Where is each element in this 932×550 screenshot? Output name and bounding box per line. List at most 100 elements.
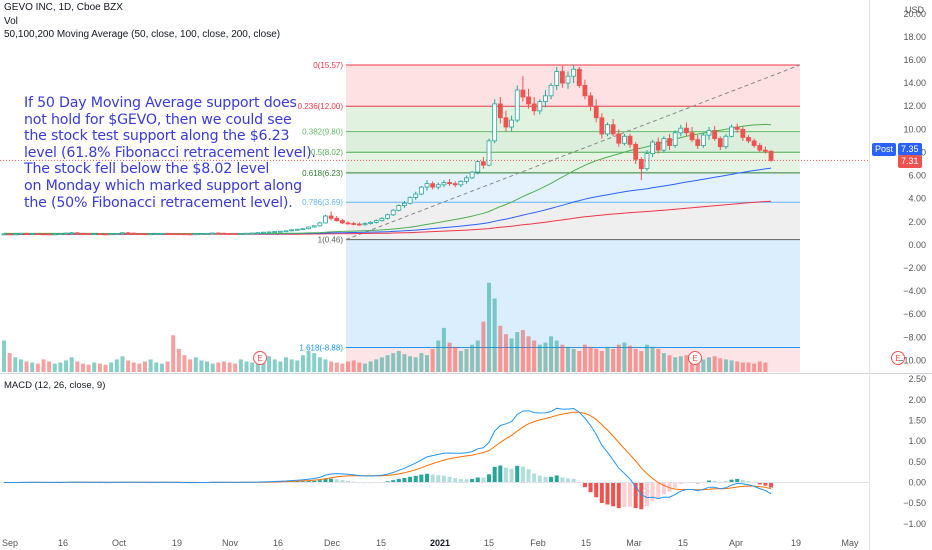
candle[interactable] [97, 233, 103, 236]
candle[interactable] [136, 232, 142, 235]
candle[interactable] [723, 133, 729, 149]
candle[interactable] [238, 233, 244, 235]
candle[interactable] [655, 137, 661, 154]
candle[interactable] [266, 231, 272, 234]
candle[interactable] [58, 233, 63, 236]
candle[interactable] [283, 230, 289, 233]
earnings-marker[interactable] [891, 351, 905, 365]
candle[interactable] [599, 113, 605, 139]
candle[interactable] [362, 222, 368, 226]
candle[interactable] [306, 226, 311, 230]
candle[interactable] [746, 135, 751, 144]
candle[interactable] [684, 122, 689, 137]
candle[interactable] [430, 181, 436, 190]
candle[interactable] [198, 233, 204, 235]
candle[interactable] [627, 133, 633, 148]
candle[interactable] [644, 150, 650, 171]
candle[interactable] [35, 232, 41, 235]
candle[interactable] [390, 209, 396, 216]
earnings-marker[interactable] [688, 351, 702, 365]
candle[interactable] [497, 96, 503, 124]
candle[interactable] [763, 146, 768, 154]
candle[interactable] [531, 96, 537, 116]
candle[interactable] [543, 90, 548, 108]
candle[interactable] [565, 71, 571, 89]
candle[interactable] [402, 200, 407, 208]
candle[interactable] [317, 221, 323, 227]
candle[interactable] [300, 228, 306, 231]
candle[interactable] [678, 124, 684, 137]
candle[interactable] [695, 135, 701, 149]
candle[interactable] [622, 133, 627, 146]
candle[interactable] [441, 180, 447, 188]
candle[interactable] [452, 181, 458, 188]
candle[interactable] [717, 136, 723, 151]
candle[interactable] [142, 233, 148, 236]
candle[interactable] [700, 132, 706, 148]
candle[interactable] [435, 182, 441, 190]
candle[interactable] [249, 232, 255, 235]
candle[interactable] [548, 83, 554, 100]
candle[interactable] [514, 85, 520, 123]
candle[interactable] [537, 99, 543, 115]
candle[interactable] [571, 64, 577, 84]
candle[interactable] [29, 233, 35, 235]
candle[interactable] [46, 233, 52, 236]
candle[interactable] [689, 127, 695, 143]
candle[interactable] [334, 216, 340, 222]
candle[interactable] [328, 211, 334, 221]
candle[interactable] [131, 232, 137, 235]
candle[interactable] [125, 232, 131, 235]
candle[interactable] [740, 127, 746, 141]
candle[interactable] [204, 232, 210, 235]
candle[interactable] [215, 232, 221, 235]
candle[interactable] [244, 232, 249, 235]
candle[interactable] [210, 232, 216, 235]
candle[interactable] [373, 219, 379, 224]
earnings-marker[interactable] [253, 351, 267, 365]
candle[interactable] [356, 222, 362, 226]
candle[interactable] [396, 204, 402, 212]
candle[interactable] [63, 232, 69, 235]
candle[interactable] [559, 65, 565, 88]
candle[interactable] [165, 232, 170, 235]
candle[interactable] [289, 229, 295, 232]
candle[interactable] [272, 231, 278, 234]
candle[interactable] [182, 233, 187, 236]
candle[interactable] [227, 233, 233, 235]
candle[interactable] [757, 143, 763, 153]
candle[interactable] [368, 221, 374, 225]
candle[interactable] [734, 123, 740, 133]
candle[interactable] [379, 217, 385, 222]
candle[interactable] [345, 221, 351, 225]
volume-legend[interactable]: Vol [4, 16, 18, 27]
candle[interactable] [706, 127, 712, 140]
candle[interactable] [91, 233, 97, 236]
candle[interactable] [447, 179, 452, 186]
candle[interactable] [616, 129, 622, 147]
candle[interactable] [480, 157, 486, 169]
candle[interactable] [153, 233, 159, 235]
candle[interactable] [187, 233, 193, 236]
candle[interactable] [176, 233, 182, 236]
candle[interactable] [633, 142, 639, 164]
candle[interactable] [41, 233, 46, 236]
candle[interactable] [148, 233, 154, 236]
candle[interactable] [114, 232, 120, 235]
candle[interactable] [593, 99, 599, 123]
candle[interactable] [520, 76, 526, 102]
annotation-text[interactable]: If 50 Day Moving Average support does no… [24, 95, 316, 211]
candle[interactable] [509, 115, 515, 132]
candle[interactable] [469, 170, 475, 180]
candle[interactable] [323, 214, 328, 224]
candle[interactable] [12, 233, 18, 236]
candle[interactable] [69, 232, 75, 235]
candle[interactable] [255, 232, 261, 235]
candle[interactable] [24, 232, 29, 235]
candle[interactable] [554, 66, 560, 91]
candle[interactable] [351, 221, 357, 226]
candle[interactable] [407, 196, 413, 205]
candle[interactable] [74, 232, 80, 235]
candle[interactable] [661, 136, 667, 153]
